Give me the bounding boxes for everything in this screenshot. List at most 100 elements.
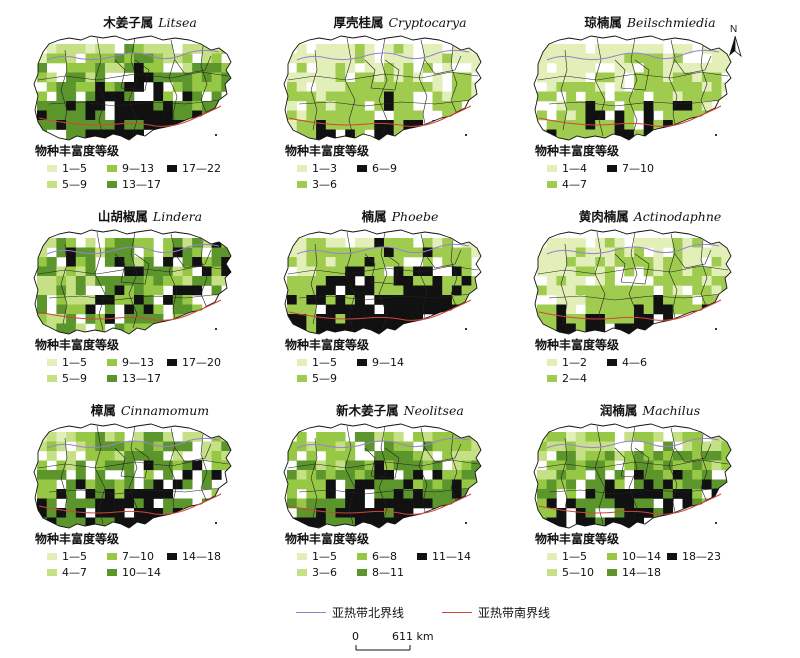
- grid-cell: [287, 304, 297, 315]
- grid-cell: [335, 91, 346, 102]
- grid-cell: [221, 63, 231, 73]
- grid-cell: [451, 451, 462, 461]
- grid-cell: [37, 314, 47, 324]
- grid-cell: [374, 276, 385, 286]
- grid-cell: [672, 479, 683, 490]
- grid-cell: [124, 460, 135, 471]
- grid-cell: [595, 82, 606, 92]
- grid-cell: [182, 44, 193, 54]
- grid-cell: [537, 72, 547, 83]
- grid-cell: [556, 323, 567, 334]
- grid-cell: [335, 72, 346, 83]
- grid-cell: [413, 517, 424, 528]
- grid-cell: [75, 517, 86, 528]
- grid-cell: [192, 110, 203, 121]
- grid-cell: [384, 276, 394, 286]
- legend-item: 6—9: [357, 162, 397, 175]
- legend-item: 1—5: [47, 550, 87, 563]
- grid-cell: [364, 314, 375, 324]
- grid-cell: [172, 53, 183, 64]
- grid-cell: [192, 460, 203, 471]
- grid-cell: [374, 120, 385, 130]
- grid-cell: [624, 53, 635, 64]
- grid-cell: [66, 72, 77, 83]
- grid-cell: [711, 63, 722, 73]
- subtropical-north-boundary: [296, 437, 470, 449]
- grid-cell: [163, 295, 174, 305]
- grid-cell: [403, 479, 414, 490]
- grid-cell: [721, 285, 731, 296]
- grid-cell: [575, 257, 586, 267]
- grid-cell: [471, 460, 481, 471]
- grid-cell: [163, 44, 174, 54]
- province-boundary: [548, 293, 722, 301]
- grid-cell: [634, 257, 644, 267]
- grid-cell: [393, 110, 404, 121]
- grid-cell: [711, 460, 722, 471]
- grid-cell: [595, 470, 606, 480]
- grid-cell: [287, 120, 297, 130]
- legend-label: 6—9: [372, 162, 397, 175]
- grid-cell: [192, 91, 203, 102]
- grid-cell: [604, 451, 615, 461]
- grid-cell: [296, 110, 307, 121]
- grid-cell: [104, 257, 115, 267]
- grid-cell: [143, 72, 154, 83]
- legend-label: 1—5: [62, 356, 87, 369]
- grid-cell: [316, 129, 327, 140]
- grid-cell: [663, 63, 674, 73]
- grid-cell: [653, 517, 664, 528]
- grid-cell: [672, 304, 683, 315]
- grid-cell: [114, 323, 125, 334]
- grid-cell: [325, 266, 336, 277]
- grid-cell: [296, 44, 307, 54]
- grid-cell: [614, 323, 625, 334]
- grid-cell: [306, 314, 317, 324]
- grid-cell: [393, 44, 404, 54]
- legend-title: 物种丰富度等级: [285, 144, 370, 158]
- legend-swatch: [547, 553, 557, 560]
- grid-cell: [46, 276, 57, 286]
- grid-cell: [37, 53, 47, 64]
- grid-cell: [682, 460, 693, 471]
- grid-cell: [354, 295, 365, 305]
- grid-cell: [451, 460, 462, 471]
- species-richness-map: [283, 229, 482, 335]
- grid-cell: [172, 101, 183, 111]
- grid-cell: [296, 266, 307, 277]
- grid-cell: [134, 489, 144, 499]
- province-boundary: [418, 427, 428, 513]
- grid-cell: [182, 432, 193, 442]
- grid-cell: [37, 101, 47, 111]
- grid-cell: [413, 129, 424, 140]
- grid-cell: [575, 101, 586, 111]
- grid-cell: [325, 129, 336, 140]
- grid-cell: [643, 489, 654, 499]
- grid-cell: [95, 432, 106, 442]
- grid-cell: [66, 120, 77, 130]
- grid-cell: [442, 247, 453, 258]
- grid-cell: [634, 53, 644, 64]
- grid-cell: [461, 110, 472, 121]
- grid-cell: [104, 276, 115, 286]
- grid-cell: [56, 247, 67, 258]
- grid-cell: [37, 489, 47, 499]
- grid-cell: [451, 441, 462, 452]
- grid-cell: [614, 489, 625, 499]
- grid-cell: [672, 44, 683, 54]
- legend-swatch: [297, 375, 307, 382]
- grid-cell: [403, 451, 414, 461]
- panel-title: 润楠属 Machilus: [525, 400, 775, 419]
- grid-cell: [682, 72, 693, 83]
- genus-chinese-name: 山胡椒属: [97, 209, 148, 224]
- grid-cell: [663, 517, 674, 528]
- grid-cell: [211, 508, 222, 518]
- grid-cell: [143, 441, 154, 452]
- grid-cell: [85, 72, 96, 83]
- grid-cell: [335, 323, 346, 334]
- grid-cell: [546, 498, 557, 509]
- legend-swatch: [547, 181, 557, 188]
- grid-cell: [335, 110, 346, 121]
- legend-label: 7—10: [622, 162, 654, 175]
- legend-label: 8—11: [372, 566, 404, 579]
